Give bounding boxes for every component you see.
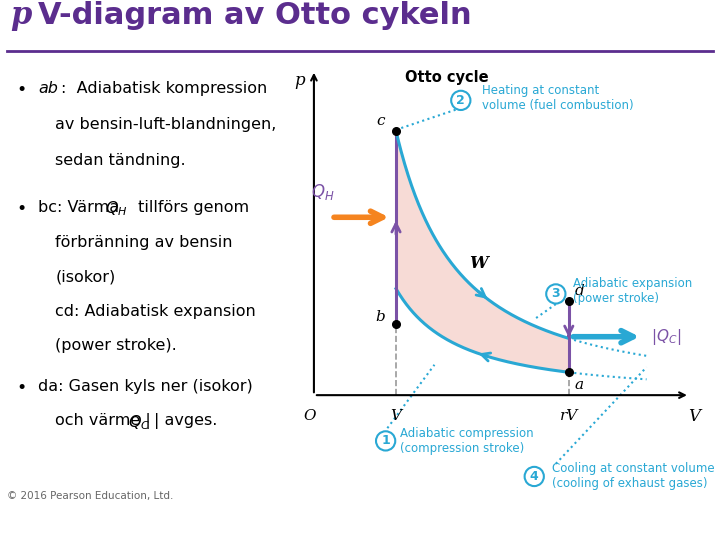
Text: :  Adiabatisk kompression: : Adiabatisk kompression: [61, 81, 268, 96]
Text: $|Q_C|$: $|Q_C|$: [651, 327, 681, 347]
Text: V: V: [37, 1, 61, 30]
Text: rV: rV: [559, 409, 578, 423]
Text: sedan tändning.: sedan tändning.: [55, 153, 186, 167]
Text: 2: 2: [456, 94, 465, 107]
Text: ab: ab: [38, 81, 58, 96]
Text: | avges.: | avges.: [154, 414, 217, 429]
Text: V: V: [688, 408, 700, 425]
Text: (isokor): (isokor): [55, 269, 115, 284]
Text: a: a: [575, 379, 584, 393]
Text: p: p: [294, 72, 305, 90]
Text: cd: Adiabatisk expansion: cd: Adiabatisk expansion: [55, 303, 256, 319]
Text: b: b: [376, 310, 385, 325]
Text: förbränning av bensin: förbränning av bensin: [55, 234, 233, 249]
Text: $Q_C$: $Q_C$: [128, 414, 150, 432]
Text: och värme |: och värme |: [55, 414, 151, 429]
Text: p: p: [10, 0, 32, 31]
Text: $Q_H$: $Q_H$: [104, 200, 127, 218]
Text: Cooling at constant volume
(cooling of exhaust gases): Cooling at constant volume (cooling of e…: [552, 462, 714, 490]
Text: 3: 3: [552, 287, 560, 300]
Text: •: •: [17, 81, 27, 99]
Text: d: d: [575, 284, 584, 298]
Text: -diagram av Otto cykeln: -diagram av Otto cykeln: [59, 1, 472, 30]
Text: •: •: [17, 379, 27, 397]
Text: 1: 1: [382, 434, 390, 448]
Text: Adiabatic compression
(compression stroke): Adiabatic compression (compression strok…: [400, 427, 534, 455]
Text: bc: Värma: bc: Värma: [38, 200, 125, 215]
Text: Otto cycle: Otto cycle: [405, 70, 488, 85]
Text: © 2016 Pearson Education, Ltd.: © 2016 Pearson Education, Ltd.: [7, 491, 174, 501]
Text: (power stroke).: (power stroke).: [55, 338, 177, 353]
Text: c: c: [376, 114, 384, 128]
Text: V: V: [390, 409, 402, 423]
Text: 4: 4: [530, 470, 539, 483]
Text: Heating at constant
volume (fuel combustion): Heating at constant volume (fuel combust…: [482, 84, 634, 112]
Text: •: •: [17, 200, 27, 218]
Text: av bensin-luft-blandningen,: av bensin-luft-blandningen,: [55, 117, 276, 132]
Text: Adiabatic expansion
(power stroke): Adiabatic expansion (power stroke): [573, 278, 693, 306]
Text: da: Gasen kyls ner (isokor): da: Gasen kyls ner (isokor): [38, 379, 253, 394]
Polygon shape: [396, 131, 569, 372]
Text: W: W: [469, 255, 488, 272]
Text: tillförs genom: tillförs genom: [132, 200, 248, 215]
Text: $Q_H$: $Q_H$: [311, 182, 334, 202]
Text: O: O: [303, 409, 316, 423]
